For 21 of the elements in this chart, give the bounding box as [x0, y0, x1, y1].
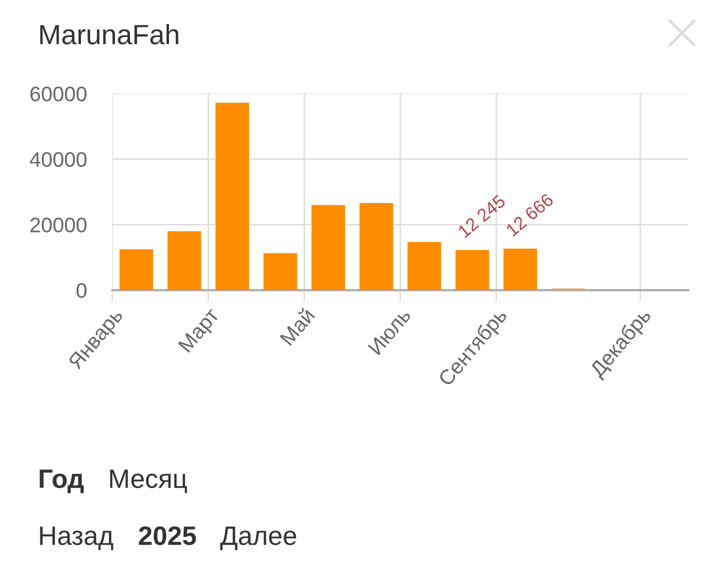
- text: Назад: [40, 526, 114, 550]
- bar: [168, 231, 202, 290]
- bar: [216, 102, 250, 290]
- text: Месяц: [110, 470, 187, 494]
- text: Год: [40, 470, 84, 494]
- bar: [312, 204, 346, 290]
- bar: [120, 249, 154, 290]
- bar: [360, 203, 394, 290]
- y-tick-label: 20000: [30, 218, 87, 232]
- y-tick-label: 40000: [30, 152, 87, 167]
- y-tick-label: 0: [76, 283, 87, 298]
- chart-title: MarunaFah: [40, 24, 178, 44]
- y-tick-label: 60000: [30, 86, 87, 102]
- bar: [408, 242, 442, 290]
- text: Далее: [220, 526, 296, 550]
- bar: [264, 253, 298, 290]
- bar: [504, 248, 538, 290]
- data-label: 12 666: [505, 192, 554, 237]
- bar: [456, 250, 490, 290]
- data-label: 12 245: [457, 194, 506, 238]
- text: 2025: [138, 526, 196, 546]
